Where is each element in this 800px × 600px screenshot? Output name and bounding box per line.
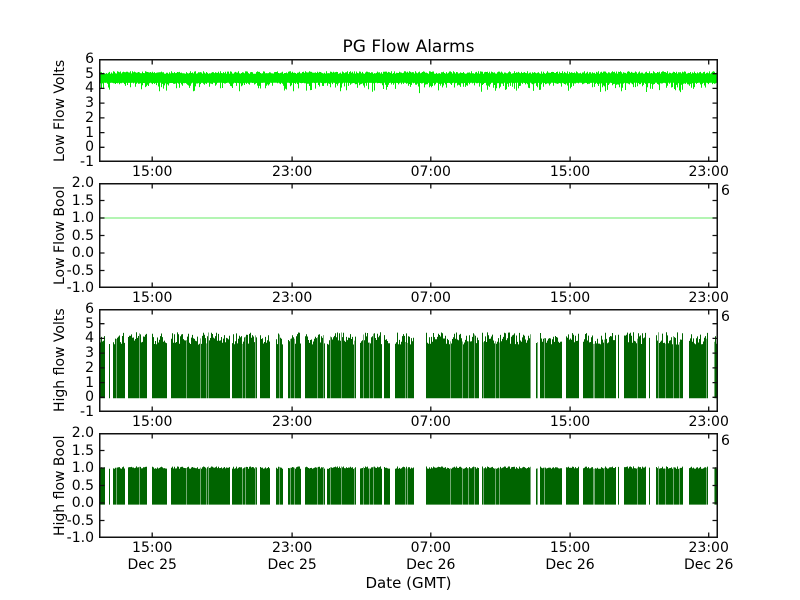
x-tick-label: 15:00 — [132, 164, 173, 180]
y-tick-label: 5 — [85, 65, 94, 82]
x-tick-label: 23:00 — [271, 414, 313, 430]
x-tick-label: 07:00 — [410, 540, 451, 556]
y-tick-label: 2 — [85, 109, 94, 126]
y-tick-label: 2.0 — [71, 175, 94, 191]
clipped-date-label: 6 — [721, 309, 730, 325]
series-4-light — [116, 466, 715, 505]
y-tick-label: 1.5 — [71, 442, 94, 459]
x-tick-label: 07:00 — [410, 414, 451, 430]
x-tick-label: 15:00 — [132, 290, 173, 306]
y-tick-label: 1 — [85, 124, 94, 141]
x-tick-label: 15:00 — [132, 540, 173, 556]
tick-marks — [100, 433, 717, 538]
x-tick-label: 23:00 — [688, 290, 729, 306]
y-tick-label: 0 — [85, 139, 94, 156]
y-tick-label: 0.5 — [71, 477, 94, 494]
x-tick-label: 15:00 — [549, 414, 591, 430]
plot-area-1 — [99, 59, 718, 162]
y-tick-label: 1.0 — [71, 210, 94, 226]
axes-frame — [99, 183, 718, 288]
y-tick-label: -1 — [80, 404, 94, 420]
y-tick-label: 4 — [85, 80, 94, 97]
x-date-label: Dec 26 — [406, 557, 456, 573]
x-date-label: Dec 25 — [267, 557, 317, 573]
y-tick-label: 1 — [85, 374, 94, 391]
series-3-light — [116, 332, 715, 399]
plot-area-4 — [99, 433, 718, 538]
y-tick-label: -1.0 — [66, 280, 94, 296]
x-tick-label: 15:00 — [549, 164, 591, 180]
y-tick-label: 4 — [85, 330, 94, 347]
x-tick-label: 15:00 — [549, 540, 591, 556]
x-tick-label: 23:00 — [688, 414, 729, 430]
y-tick-label: 3 — [85, 345, 94, 362]
x-tick-label: 23:00 — [688, 164, 729, 180]
x-date-label: Dec 25 — [127, 557, 177, 573]
tick-marks — [100, 59, 717, 162]
x-tick-label: 23:00 — [688, 540, 729, 556]
x-date-label: Dec 26 — [545, 557, 595, 573]
y-tick-label: 5 — [85, 315, 94, 332]
y-tick-label: 2 — [85, 359, 94, 376]
clipped-date-label: 6 — [721, 433, 730, 449]
y-tick-label: 3 — [85, 95, 94, 112]
tick-marks — [100, 183, 717, 288]
x-tick-label: 15:00 — [132, 414, 173, 430]
x-tick-label: 07:00 — [410, 290, 451, 306]
y-tick-label: -1 — [80, 154, 94, 170]
y-tick-label: 6 — [85, 301, 94, 317]
y-tick-label: 0.0 — [71, 245, 94, 261]
y-tick-label: -0.5 — [66, 512, 94, 529]
x-tick-label: 15:00 — [549, 290, 591, 306]
y-tick-label: -0.5 — [66, 262, 94, 279]
x-tick-label: 23:00 — [271, 164, 313, 180]
y-tick-label: -1.0 — [66, 530, 94, 546]
plot-area-2 — [99, 183, 718, 288]
chart-title: PG Flow Alarms — [342, 37, 475, 57]
clipped-date-label: 6 — [721, 183, 730, 199]
axes-frame — [99, 309, 718, 412]
series-1 — [99, 71, 718, 94]
y-tick-label: 0.0 — [71, 495, 94, 511]
x-date-label: Dec 26 — [684, 557, 734, 573]
y-tick-label: 1.0 — [71, 460, 94, 476]
tick-marks — [100, 309, 717, 412]
x-tick-label: 07:00 — [410, 164, 451, 180]
y-tick-label: 0 — [85, 389, 94, 406]
plot-area-3 — [99, 309, 718, 412]
x-tick-label: 23:00 — [271, 540, 313, 556]
x-axis-label: Date (GMT) — [365, 574, 452, 592]
y-tick-label: 2.0 — [71, 425, 94, 441]
y-tick-label: 0.5 — [71, 227, 94, 244]
y-tick-label: 1.5 — [71, 192, 94, 209]
axes-frame — [99, 433, 718, 538]
y-tick-label: 6 — [85, 51, 94, 67]
series-4 — [99, 466, 718, 505]
series-3 — [99, 332, 718, 399]
x-tick-label: 23:00 — [271, 290, 313, 306]
axes-frame — [99, 59, 718, 162]
